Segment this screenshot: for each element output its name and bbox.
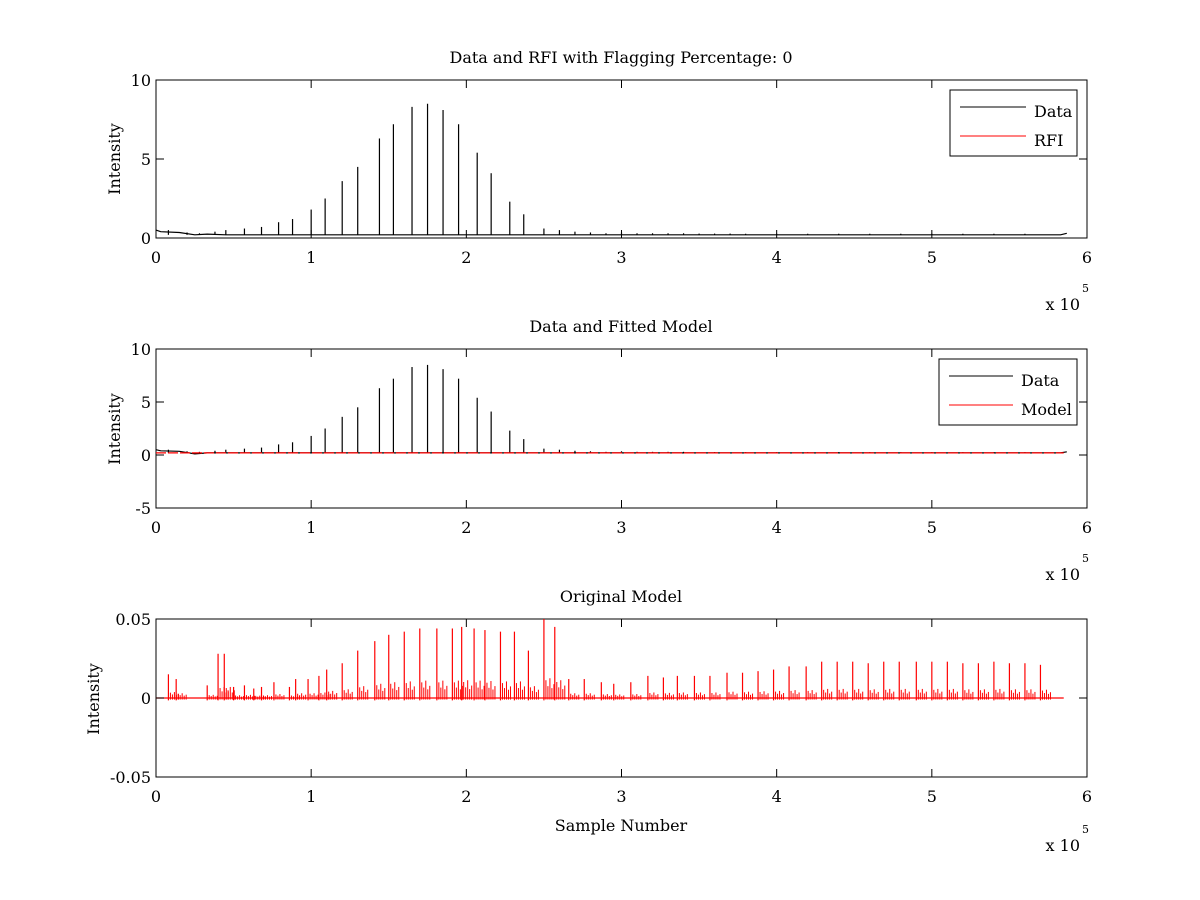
- subplot-1-legend: Data RFI: [949, 89, 1078, 157]
- y-tick-label: 5: [141, 393, 151, 412]
- y-tick-label: 5: [141, 150, 151, 169]
- y-tick-label: 0: [141, 689, 151, 708]
- y-tick-label: 0: [141, 229, 151, 248]
- subplot-2: Data and Fitted Model Intensity 0 1 2 3 4 5 6 -…: [105, 317, 1092, 584]
- subplot-3-xlabel: Sample Number: [555, 816, 688, 835]
- subplot-2-plot-area: [155, 348, 1088, 509]
- subplot-3: Original Model Intensity Sample Number 0…: [84, 587, 1092, 855]
- x-tick-label: 1: [306, 787, 316, 806]
- x-tick-label: 4: [772, 787, 782, 806]
- subplot-1-x-multiplier-exponent: 5: [1082, 282, 1089, 295]
- subplot-1-title: Data and RFI with Flagging Percentage: 0: [449, 48, 792, 67]
- x-tick-label: 6: [1082, 787, 1092, 806]
- subplot-3-plot-area: [155, 618, 1088, 778]
- y-tick-label: 0.05: [115, 610, 151, 629]
- subplot-3-x-multiplier-exponent: 5: [1082, 823, 1089, 836]
- subplot-2-x-multiplier: x 10: [1046, 565, 1080, 584]
- x-tick-label: 5: [927, 518, 937, 537]
- x-tick-label: 4: [772, 518, 782, 537]
- subplot-1-ticks: 0 1 2 3 4 5 6 0 5 10: [131, 71, 1092, 267]
- subplot-1-legend-data: Data: [1034, 102, 1073, 121]
- x-tick-label: 4: [772, 248, 782, 267]
- subplot-3-ylabel: Intensity: [84, 663, 103, 735]
- subplot-2-legend: Data Model: [938, 358, 1078, 426]
- subplot-3-title: Original Model: [560, 587, 682, 606]
- subplot-2-title: Data and Fitted Model: [529, 317, 712, 336]
- subplot-1-legend-box: [949, 89, 1078, 157]
- subplot-1-ylabel: Intensity: [105, 123, 124, 195]
- subplot-1: Data and RFI with Flagging Percentage: 0…: [105, 48, 1092, 314]
- subplot-1-x-multiplier: x 10: [1046, 295, 1080, 314]
- x-tick-label: 2: [461, 518, 471, 537]
- x-tick-label: 2: [461, 787, 471, 806]
- x-tick-label: 3: [616, 518, 626, 537]
- y-tick-label: 10: [131, 71, 151, 90]
- subplot-2-legend-box: [938, 358, 1078, 426]
- x-tick-label: 0: [151, 248, 161, 267]
- subplot-1-legend-rfi: RFI: [1034, 131, 1063, 150]
- subplot-2-legend-data: Data: [1021, 371, 1060, 390]
- subplot-1-axes-box: [155, 79, 1088, 239]
- x-tick-label: 6: [1082, 248, 1092, 267]
- y-tick-label: 10: [131, 340, 151, 359]
- x-tick-label: 0: [151, 518, 161, 537]
- y-tick-label: -0.05: [110, 768, 151, 787]
- series-baseline-data: [155, 229, 1067, 236]
- x-tick-label: 3: [616, 248, 626, 267]
- subplot-3-x-multiplier: x 10: [1046, 836, 1080, 855]
- x-tick-label: 0: [151, 787, 161, 806]
- x-tick-label: 5: [927, 248, 937, 267]
- subplot-2-x-multiplier-exponent: 5: [1082, 552, 1089, 565]
- x-tick-label: 5: [927, 787, 937, 806]
- y-tick-label: -5: [135, 499, 151, 518]
- x-tick-label: 6: [1082, 518, 1092, 537]
- y-tick-label: 0: [141, 446, 151, 465]
- subplot-1-plot-area: [155, 79, 1088, 239]
- subplot-2-ylabel: Intensity: [105, 393, 124, 465]
- subplot-2-axes-box: [155, 348, 1088, 509]
- subplot-2-legend-model: Model: [1021, 400, 1072, 419]
- x-tick-label: 2: [461, 248, 471, 267]
- x-tick-label: 1: [306, 518, 316, 537]
- x-tick-label: 3: [616, 787, 626, 806]
- x-tick-label: 1: [306, 248, 316, 267]
